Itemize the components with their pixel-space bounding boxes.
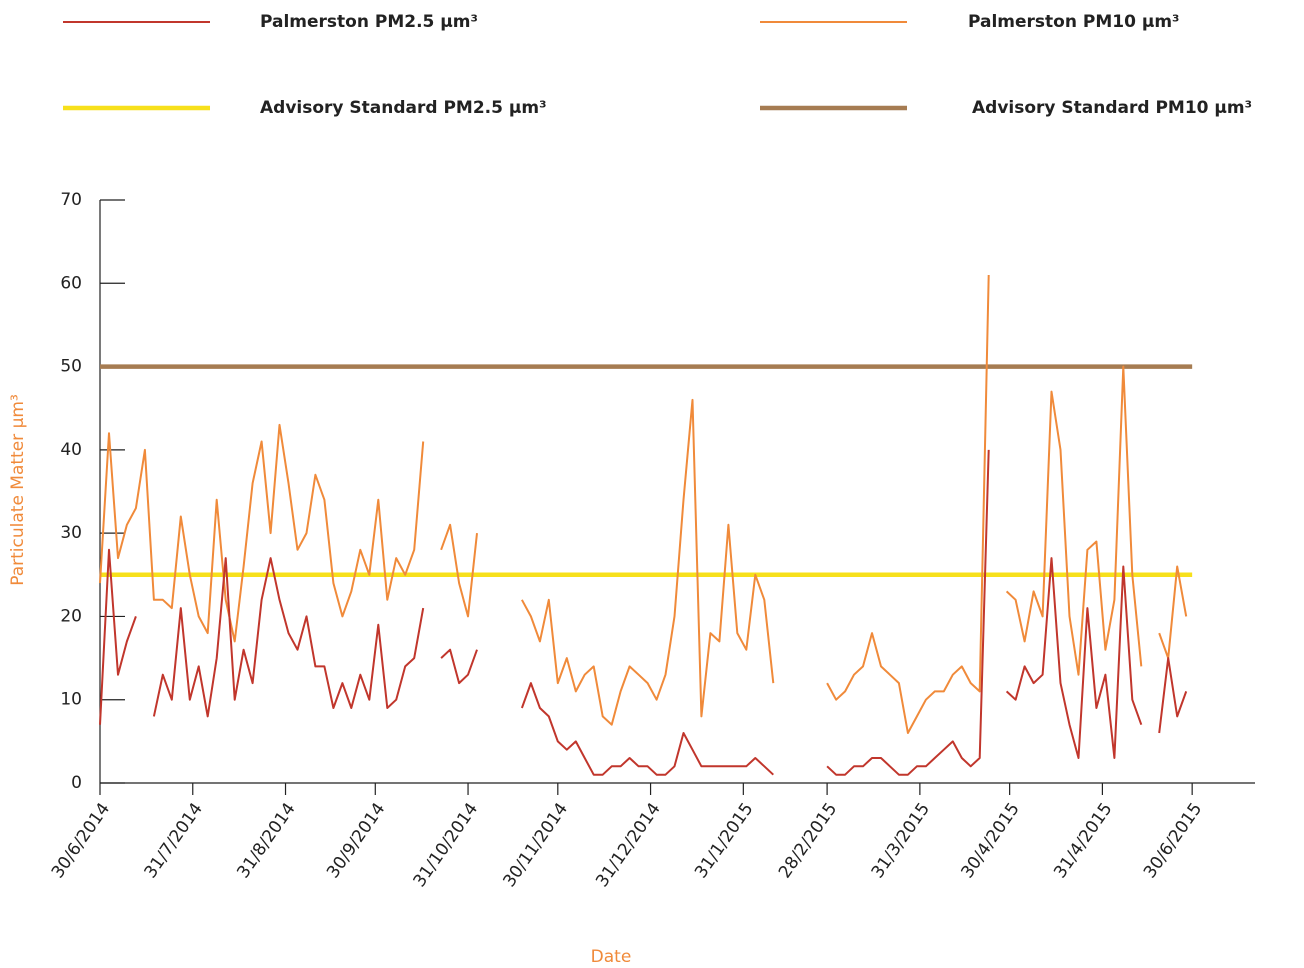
x-tick-label: 28/2/2015 [775, 799, 841, 882]
x-tick-label: 31/1/2015 [691, 799, 757, 882]
x-tick-label: 31/8/2014 [233, 799, 299, 882]
x-tick-label: 30/9/2014 [323, 799, 389, 882]
y-tick-label: 30 [60, 523, 82, 543]
x-tick-label: 31/10/2014 [410, 799, 483, 891]
data-line [99, 449, 1188, 776]
y-tick-label: 40 [60, 440, 82, 460]
y-tick-label: 50 [60, 357, 82, 377]
x-tick-label: 30/6/2015 [1140, 799, 1206, 882]
legend-label: Advisory Standard PM10 µm³ [972, 98, 1252, 118]
y-axis-title: Particulate Matter µm³ [8, 394, 28, 586]
x-axis-title: Date [591, 947, 632, 967]
y-tick-label: 70 [60, 190, 82, 210]
x-tick-label: 30/4/2015 [957, 799, 1023, 882]
x-tick-label: 31/3/2015 [868, 799, 934, 882]
legend-label: Palmerston PM2.5 µm³ [260, 12, 478, 32]
legend-label: Advisory Standard PM2.5 µm³ [260, 98, 547, 118]
y-tick-label: 20 [60, 606, 82, 626]
x-tick-label: 30/6/2014 [48, 799, 114, 882]
y-tick-label: 0 [71, 773, 82, 793]
x-tick-label: 31/4/2015 [1050, 799, 1116, 882]
legend-label: Palmerston PM10 µm³ [968, 12, 1180, 32]
data-line [99, 274, 1188, 734]
y-tick-label: 60 [60, 273, 82, 293]
x-tick-label: 31/12/2014 [592, 799, 665, 891]
y-tick-label: 10 [60, 690, 82, 710]
x-tick-label: 31/7/2014 [141, 799, 207, 882]
x-tick-label: 30/11/2014 [499, 799, 572, 891]
